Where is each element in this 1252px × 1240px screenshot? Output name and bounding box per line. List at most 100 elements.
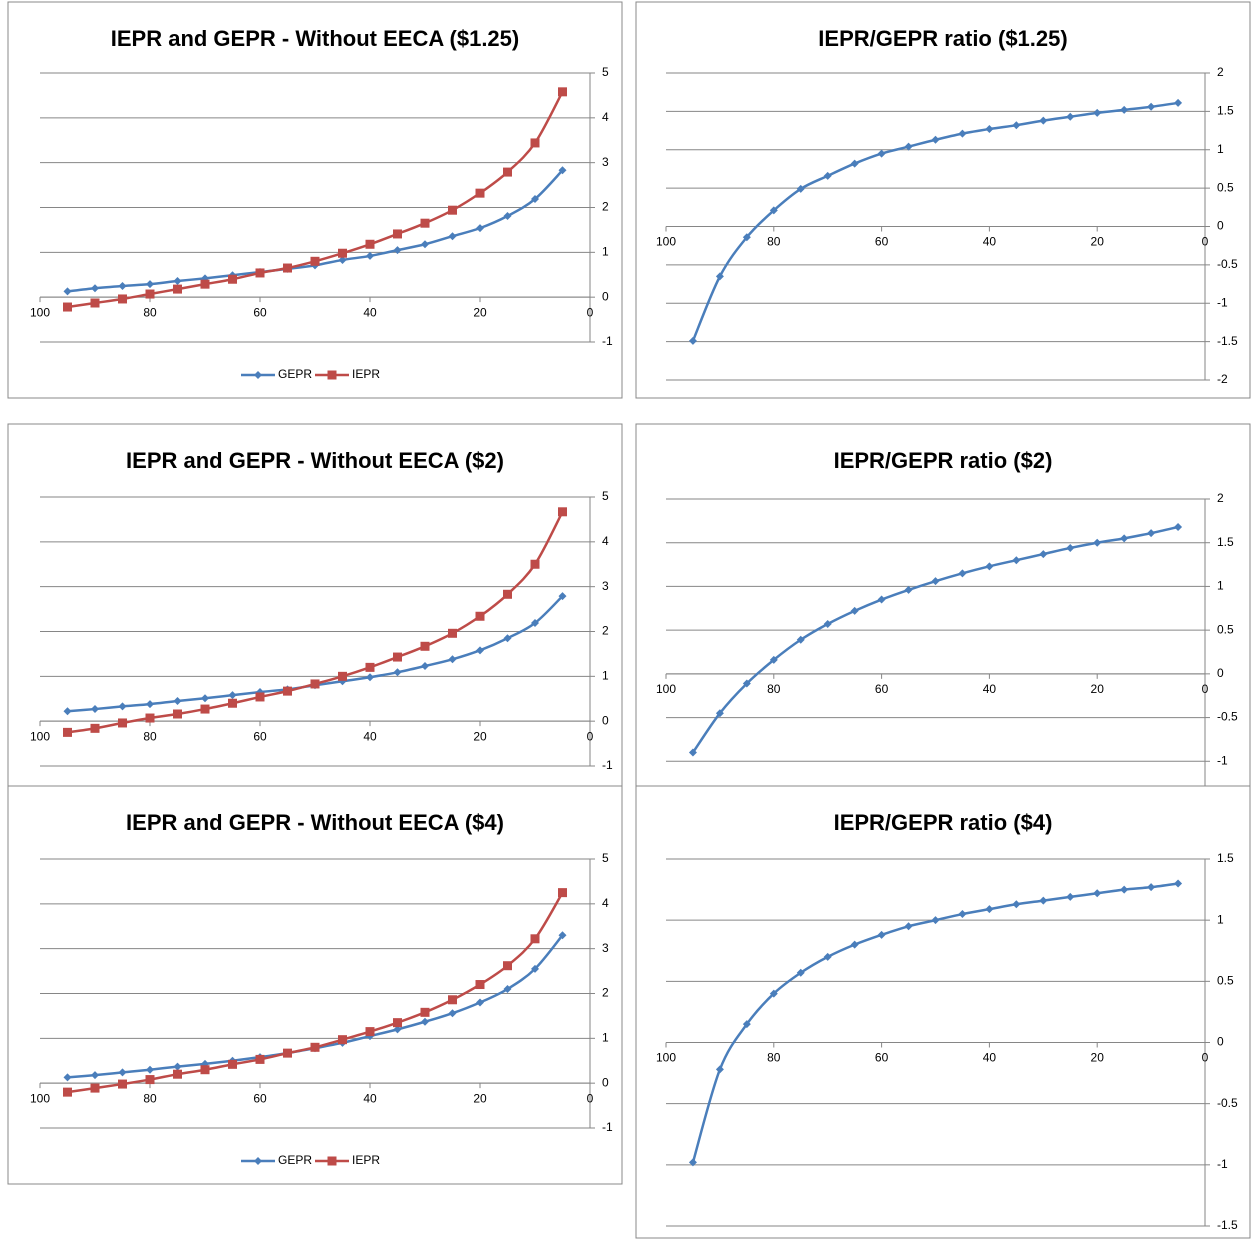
y-tick-label: -1.5 [1217,1218,1238,1232]
data-point [530,934,540,944]
data-point [200,1065,210,1075]
data-point [420,641,430,651]
data-point [1039,550,1048,559]
y-tick-label: 5 [602,489,609,503]
data-point [1174,98,1183,107]
data-point [393,652,402,662]
legend-label: GEPR [278,367,312,381]
data-point [688,336,697,345]
data-point [476,224,484,233]
data-point [255,1054,265,1064]
data-point [877,930,886,939]
data-point [796,635,805,644]
y-tick-label: 5 [602,65,609,79]
data-point [448,205,457,215]
data-point [283,686,292,696]
x-tick-label: 40 [363,729,377,743]
data-point [146,700,154,709]
data-point [118,294,127,304]
data-point [904,585,913,594]
y-tick-label: 1 [602,1031,609,1045]
data-point [558,931,567,940]
data-point [448,232,457,241]
x-tick-label: 20 [473,1091,487,1105]
data-point [742,233,751,242]
data-point [531,618,539,627]
x-tick-label: 20 [473,729,487,743]
data-point [1120,534,1129,543]
y-tick-label: 3 [602,155,609,169]
chart-border [7,1,623,399]
data-point [1066,892,1075,901]
legend-label: IEPR [352,367,380,381]
x-tick-label: 0 [587,1091,594,1105]
data-point [769,655,778,664]
data-point [393,246,402,255]
x-tick-label: 80 [767,682,781,696]
data-point [91,705,99,714]
data-point [531,194,539,203]
x-tick-label: 60 [253,729,267,743]
data-point [63,1073,72,1082]
data-point [393,229,402,239]
data-point [228,698,237,708]
x-tick-label: 80 [143,729,157,743]
x-tick-label: 0 [1202,1051,1209,1065]
data-point [283,263,292,273]
data-point [200,704,210,714]
data-point [338,1035,347,1045]
data-point [715,709,724,718]
data-point [475,188,485,198]
data-point [1093,889,1102,898]
data-point [90,1083,100,1093]
data-point [448,628,457,638]
data-point [688,1158,697,1167]
data-point [283,1048,292,1058]
data-point [985,905,994,914]
data-point [146,280,154,289]
data-point [558,166,567,175]
data-point [1147,102,1156,111]
y-tick-label: 0.5 [1217,974,1234,988]
data-point [503,634,512,643]
data-point [850,606,859,615]
data-point [558,507,567,517]
legend-marker [327,1156,337,1166]
y-tick-label: 3 [602,579,609,593]
data-point [1039,896,1048,905]
data-point [366,673,374,682]
y-tick-label: 0 [1217,666,1224,680]
data-point [173,1062,182,1071]
data-point [366,251,374,260]
y-tick-label: 1 [1217,912,1224,926]
data-point [393,1025,402,1034]
data-point [850,940,859,949]
data-point [200,279,210,289]
x-tick-label: 60 [253,305,267,319]
x-tick-label: 0 [587,729,594,743]
x-tick-label: 0 [587,305,594,319]
y-tick-label: -1.5 [1217,334,1238,348]
data-point [558,592,567,601]
data-point [310,1042,320,1052]
data-point [823,171,832,180]
data-point [118,718,127,728]
y-tick-label: 1 [1217,579,1224,593]
data-point [118,702,127,711]
data-point [530,559,540,569]
data-point [769,989,778,998]
x-tick-label: 100 [30,729,50,743]
y-tick-label: 0 [1217,219,1224,233]
chart-title: IEPR/GEPR ratio ($4) [834,810,1053,835]
y-tick-label: 0 [602,1075,609,1089]
data-point [420,1007,430,1017]
data-point [715,272,724,281]
data-point [393,668,402,677]
y-tick-label: 1 [1217,142,1224,156]
data-point [877,595,886,604]
y-tick-label: 1 [602,669,609,683]
chart-title: IEPR and GEPR - Without EECA ($4) [126,810,504,835]
data-point [958,910,967,919]
data-point [90,298,100,308]
data-point [63,727,72,737]
